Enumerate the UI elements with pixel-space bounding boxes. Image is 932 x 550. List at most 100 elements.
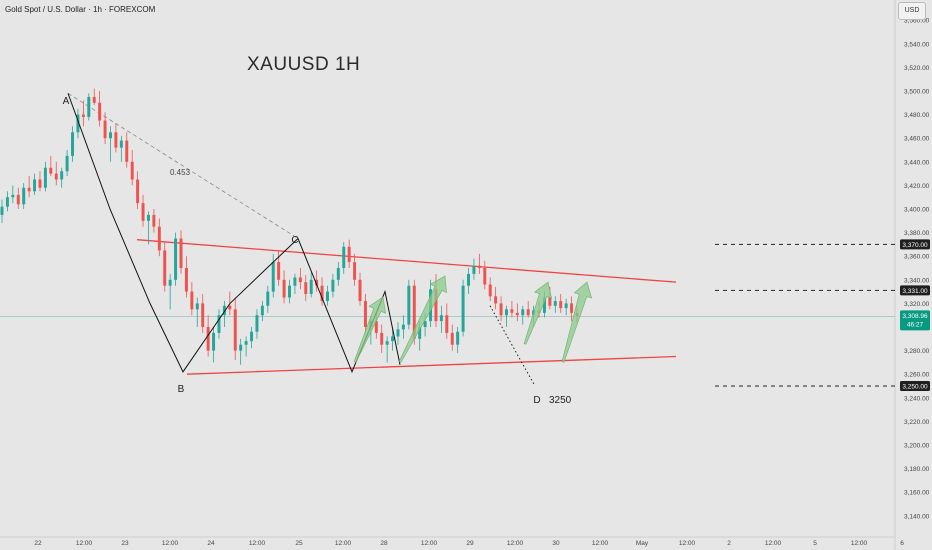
- y-tick-label: 3,360.00: [904, 254, 930, 261]
- candle-body: [201, 303, 205, 327]
- candle-body: [542, 297, 546, 313]
- candle-body: [282, 279, 286, 298]
- candle-body: [553, 301, 557, 306]
- candle-body: [76, 114, 80, 133]
- x-tick-label: 28: [380, 540, 388, 547]
- candle-body: [174, 238, 178, 280]
- chart-title: XAUUSD 1H: [247, 54, 361, 75]
- candle-body: [521, 309, 525, 316]
- candle-body: [114, 132, 118, 148]
- level-price-tag-label: 3,331.00: [902, 288, 928, 295]
- candle-body: [0, 206, 4, 215]
- y-tick-label: 3,280.00: [904, 348, 930, 355]
- x-tick-label: 12:00: [592, 540, 609, 547]
- level-price-tag: [900, 239, 930, 250]
- y-tick-label: 3,500.00: [904, 89, 930, 96]
- x-tick-label: 12:00: [76, 540, 93, 547]
- wave-label-c: C: [291, 235, 298, 246]
- y-tick-label: 3,420.00: [904, 183, 930, 190]
- y-tick-label: 3,200.00: [904, 443, 930, 450]
- y-tick-label: 3,240.00: [904, 395, 930, 402]
- candle-body: [461, 285, 465, 332]
- candle-body: [65, 155, 69, 172]
- candle-body: [277, 262, 281, 280]
- candle-body: [380, 332, 384, 345]
- x-tick-label: 24: [207, 540, 215, 547]
- x-tick-label: 22: [34, 540, 42, 547]
- candle-body: [168, 279, 172, 286]
- fib-ratio-label: 0.453: [170, 168, 191, 177]
- candle-body: [439, 315, 443, 322]
- candle-body: [130, 161, 134, 180]
- candle-body: [5, 197, 9, 207]
- countdown-label: 46:27: [907, 321, 924, 328]
- candle-body: [244, 341, 248, 345]
- x-tick-label: 29: [466, 540, 474, 547]
- current-price-tag: [900, 310, 930, 331]
- candle-body: [309, 279, 313, 294]
- green-arrow: [353, 296, 387, 363]
- candle-body: [108, 132, 112, 139]
- y-tick-label: 3,460.00: [904, 136, 930, 143]
- x-tick-label: 12:00: [249, 540, 266, 547]
- candle-body: [184, 268, 188, 292]
- candle-body: [467, 273, 471, 286]
- candle-body: [342, 246, 346, 268]
- candle-body: [217, 315, 221, 333]
- candle-body: [391, 336, 395, 342]
- candle-body: [515, 312, 519, 316]
- candle-body: [488, 284, 492, 297]
- candle-body: [125, 140, 129, 162]
- candle-body: [494, 296, 498, 304]
- candle-body: [33, 179, 37, 192]
- x-tick-label: 12:00: [679, 540, 696, 547]
- candle-body: [336, 268, 340, 280]
- x-tick-label: 25: [295, 540, 303, 547]
- candle-body: [358, 279, 362, 302]
- symbol-header: Gold Spot / U.S. Dollar · 1h · FOREXCOM: [5, 5, 156, 14]
- candle-body: [163, 250, 167, 286]
- level-price-tag-label: 3,370.00: [902, 242, 928, 249]
- candle-body: [22, 187, 26, 205]
- y-tick-label: 3,560.00: [904, 18, 930, 25]
- candle-body: [179, 238, 183, 268]
- y-tick-label: 3,140.00: [904, 513, 930, 520]
- wave-label-a: A: [63, 96, 70, 107]
- candle-body: [27, 187, 31, 192]
- candle-body: [434, 289, 438, 322]
- candle-body: [385, 341, 389, 345]
- candle-body: [418, 327, 422, 339]
- candle-body: [43, 167, 47, 188]
- candle-body: [456, 331, 460, 345]
- y-tick-label: 3,340.00: [904, 277, 930, 284]
- candle-body: [412, 285, 416, 339]
- candle-body: [504, 309, 508, 316]
- candle-body: [49, 167, 53, 174]
- y-tick-label: 3,480.00: [904, 112, 930, 119]
- candle-body: [103, 120, 107, 139]
- level-price-tag: [900, 285, 930, 296]
- candle-body: [136, 179, 140, 204]
- green-arrow: [523, 281, 553, 345]
- candle-body: [570, 303, 574, 313]
- currency-button[interactable]: USD: [898, 2, 926, 20]
- candle-body: [499, 303, 503, 316]
- candle-body: [16, 194, 20, 205]
- y-tick-label: 3,440.00: [904, 159, 930, 166]
- candle-body: [152, 214, 156, 227]
- x-tick-label: 12:00: [507, 540, 524, 547]
- x-tick-label: 12:00: [851, 540, 868, 547]
- y-tick-label: 3,260.00: [904, 372, 930, 379]
- x-tick-label: 12:00: [765, 540, 782, 547]
- candle-body: [11, 194, 15, 198]
- y-tick-label: 3,180.00: [904, 466, 930, 473]
- wave-label-b: B: [178, 384, 185, 395]
- candle-body: [325, 291, 329, 302]
- y-tick-label: 3,160.00: [904, 490, 930, 497]
- candle-body: [266, 291, 270, 306]
- target-label: 3250: [549, 395, 572, 406]
- wave-label-d: D: [533, 395, 540, 406]
- candle-body: [38, 179, 42, 188]
- candle-body: [353, 262, 357, 280]
